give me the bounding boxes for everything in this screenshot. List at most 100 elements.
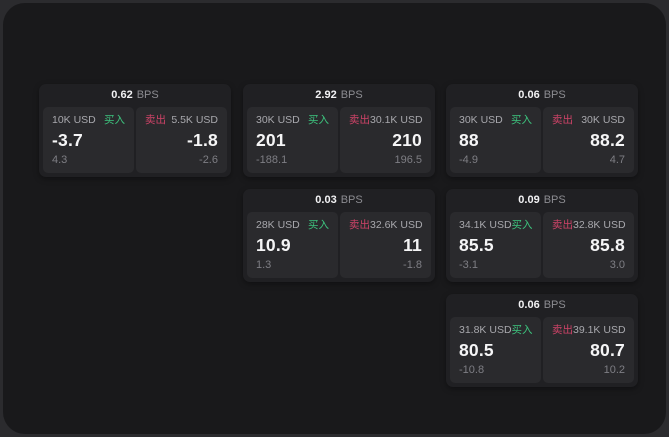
sell-sub-value: -2.6 [199,154,218,166]
sell-quote[interactable]: 卖出 30K USD 88.2 4.7 [543,107,634,173]
bps-header: 2.92 BPS [243,84,435,107]
sell-label-row: 卖出 30K USD [552,114,625,127]
buy-sub-value: -10.8 [459,364,485,376]
quote-body: 10K USD 买入 -3.7 4.3 卖出 5.5K USD -1.8 -2.… [43,107,227,173]
quote-card: 0.06 BPS 30K USD 买入 88 -4.9 卖出 30K USD 88… [446,84,638,177]
quote-card: 0.03 BPS 28K USD 买入 10.9 1.3 卖出 32.6K USD… [243,189,435,282]
buy-label-row: 28K USD 买入 [256,219,329,232]
buy-price: 85.5 [459,235,494,255]
sell-side-label: 卖出 [145,114,166,126]
buy-side-label: 买入 [308,219,329,231]
sell-quote[interactable]: 卖出 32.8K USD 85.8 3.0 [543,212,634,278]
sell-sub-value: 10.2 [603,364,625,376]
buy-label-row: 30K USD 买入 [459,114,532,127]
sell-amount: 5.5K USD [171,114,218,126]
buy-side-label: 买入 [308,114,329,126]
sell-sub-value: 196.5 [394,154,422,166]
bps-header: 0.62 BPS [39,84,231,107]
bps-header: 0.03 BPS [243,189,435,212]
buy-amount: 10K USD [52,114,96,126]
sell-label-row: 卖出 39.1K USD [552,324,626,337]
sell-label-row: 卖出 32.6K USD [349,219,423,232]
buy-label-row: 34.1K USD 买入 [459,219,533,232]
quote-card: 0.06 BPS 31.8K USD 买入 80.5 -10.8 卖出 39.1K… [446,294,638,387]
buy-side-label: 买入 [511,219,533,231]
sell-label-row: 卖出 32.8K USD [552,219,626,232]
sell-label-row: 卖出 5.5K USD [145,114,218,127]
buy-sub-value: 4.3 [52,154,68,166]
bps-suffix: BPS [136,89,159,101]
sell-quote[interactable]: 卖出 5.5K USD -1.8 -2.6 [136,107,227,173]
sell-side-label: 卖出 [552,324,573,336]
bps-value: 0.06 [518,89,540,101]
buy-sub-value: -4.9 [459,154,478,166]
buy-sub-value: -3.1 [459,259,478,271]
sell-price: -1.8 [187,130,218,150]
bps-header: 0.06 BPS [446,294,638,317]
bps-suffix: BPS [340,194,363,206]
quote-card: 2.92 BPS 30K USD 买入 201 -188.1 卖出 30.1K U… [243,84,435,177]
sell-amount: 39.1K USD [573,324,626,336]
bps-suffix: BPS [543,299,566,311]
sell-sub-value: -1.8 [403,259,422,271]
buy-quote[interactable]: 34.1K USD 买入 85.5 -3.1 [450,212,541,278]
sell-quote[interactable]: 卖出 39.1K USD 80.7 10.2 [543,317,634,383]
sell-amount: 30.1K USD [370,114,423,126]
buy-quote[interactable]: 28K USD 买入 10.9 1.3 [247,212,338,278]
buy-price: -3.7 [52,130,83,150]
quote-card: 0.09 BPS 34.1K USD 买入 85.5 -3.1 卖出 32.8K … [446,189,638,282]
bps-suffix: BPS [340,89,363,101]
buy-label-row: 31.8K USD 买入 [459,324,533,337]
buy-price: 10.9 [256,235,291,255]
buy-sub-value: 1.3 [256,259,272,271]
main-panel: 0.62 BPS 10K USD 买入 -3.7 4.3 卖出 5.5K USD … [3,3,666,434]
sell-price: 85.8 [590,235,625,255]
sell-sub-value: 4.7 [609,154,625,166]
buy-amount: 28K USD [256,219,300,231]
sell-amount: 32.8K USD [573,219,626,231]
bps-value: 0.06 [518,299,540,311]
sell-price: 210 [392,130,422,150]
quote-body: 28K USD 买入 10.9 1.3 卖出 32.6K USD 11 -1.8 [247,212,431,278]
sell-side-label: 卖出 [349,114,370,126]
buy-amount: 34.1K USD [459,219,512,231]
buy-price: 88 [459,130,479,150]
bps-header: 0.06 BPS [446,84,638,107]
sell-price: 88.2 [590,130,625,150]
bps-header: 0.09 BPS [446,189,638,212]
bps-suffix: BPS [543,89,566,101]
sell-amount: 30K USD [581,114,625,126]
sell-side-label: 卖出 [349,219,370,231]
buy-label-row: 30K USD 买入 [256,114,329,127]
sell-quote[interactable]: 卖出 32.6K USD 11 -1.8 [340,212,431,278]
bps-suffix: BPS [543,194,566,206]
buy-amount: 30K USD [459,114,503,126]
sell-sub-value: 3.0 [609,259,625,271]
bps-value: 0.09 [518,194,540,206]
sell-side-label: 卖出 [552,219,573,231]
quote-body: 30K USD 买入 201 -188.1 卖出 30.1K USD 210 1… [247,107,431,173]
buy-quote[interactable]: 10K USD 买入 -3.7 4.3 [43,107,134,173]
bps-value: 0.03 [315,194,337,206]
sell-quote[interactable]: 卖出 30.1K USD 210 196.5 [340,107,431,173]
quote-body: 34.1K USD 买入 85.5 -3.1 卖出 32.8K USD 85.8… [450,212,634,278]
buy-quote[interactable]: 31.8K USD 买入 80.5 -10.8 [450,317,541,383]
quote-body: 31.8K USD 买入 80.5 -10.8 卖出 39.1K USD 80.… [450,317,634,383]
buy-quote[interactable]: 30K USD 买入 201 -188.1 [247,107,338,173]
buy-amount: 31.8K USD [459,324,512,336]
buy-side-label: 买入 [511,114,532,126]
sell-price: 80.7 [590,340,625,360]
bps-value: 2.92 [315,89,337,101]
buy-quote[interactable]: 30K USD 买入 88 -4.9 [450,107,541,173]
buy-side-label: 买入 [104,114,125,126]
buy-label-row: 10K USD 买入 [52,114,125,127]
sell-label-row: 卖出 30.1K USD [349,114,423,127]
sell-price: 11 [403,235,422,255]
buy-side-label: 买入 [511,324,533,336]
sell-side-label: 卖出 [552,114,573,126]
buy-sub-value: -188.1 [256,154,288,166]
bps-value: 0.62 [111,89,133,101]
buy-price: 201 [256,130,286,150]
quote-body: 30K USD 买入 88 -4.9 卖出 30K USD 88.2 4.7 [450,107,634,173]
